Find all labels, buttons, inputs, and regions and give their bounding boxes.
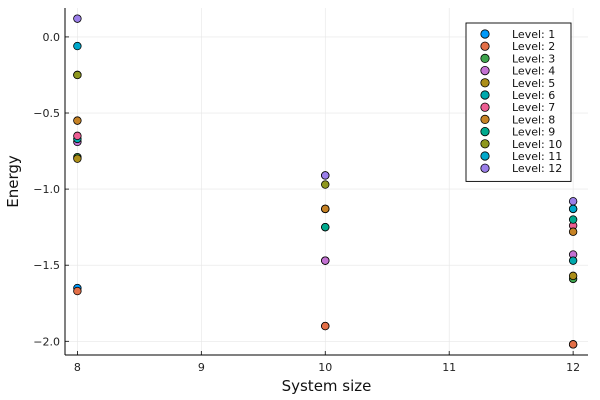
data-point-level-8 <box>568 227 578 236</box>
y-tick-label: −2.0 <box>33 335 60 348</box>
axes <box>64 8 588 356</box>
data-point-level-9 <box>568 215 578 224</box>
data-point-level-5 <box>73 154 82 163</box>
legend-marker <box>480 114 490 125</box>
x-tick-label: 10 <box>318 361 332 374</box>
data-point-level-9 <box>321 222 330 232</box>
data-point-level-5 <box>568 271 578 281</box>
data-point-level-8 <box>321 204 330 214</box>
legend-label: Level: 8 <box>512 113 555 126</box>
data-point-level-12 <box>568 197 578 206</box>
y-axis-label: Energy <box>4 155 22 208</box>
grid <box>65 8 588 355</box>
legend-label: Level: 7 <box>512 101 555 114</box>
legend-label: Level: 5 <box>512 77 555 90</box>
legend-label: Level: 9 <box>512 126 555 139</box>
legend-label: Level: 6 <box>512 89 555 102</box>
data-point-level-7 <box>73 131 82 141</box>
legend-label: Level: 3 <box>512 52 555 65</box>
legend-marker <box>480 41 490 51</box>
data-point-level-11 <box>568 204 578 214</box>
y-tick-label: −1.5 <box>33 259 60 272</box>
data-point-level-12 <box>321 171 330 180</box>
tick-labels: 8 9 10 11 12 0.0 −0.5 −1.0 −1.5 −2.0 <box>33 31 580 374</box>
x-tick-label: 9 <box>198 361 205 374</box>
legend-marker <box>480 151 490 161</box>
data-point-level-2 <box>568 340 578 349</box>
y-tick-label: −0.5 <box>33 107 60 120</box>
x-tick-label: 12 <box>566 361 580 374</box>
legend-label: Level: 4 <box>512 65 555 78</box>
data-point-level-10 <box>321 180 330 189</box>
legend-marker <box>480 127 490 137</box>
legend-label: Level: 2 <box>512 40 555 53</box>
legend-marker <box>480 163 490 173</box>
data-point-level-11 <box>73 41 82 51</box>
data-point-level-2 <box>73 286 82 296</box>
legend-marker <box>480 66 490 76</box>
legend-marker <box>480 78 490 88</box>
y-tick-label: 0.0 <box>43 31 61 44</box>
legend-label: Level: 11 <box>512 150 562 163</box>
y-tick-label: −1.0 <box>33 183 60 196</box>
legend-marker <box>480 102 490 112</box>
legend-marker <box>480 90 490 100</box>
data-point-level-8 <box>73 116 82 125</box>
x-tick-label: 8 <box>74 361 81 374</box>
data-point-level-12 <box>73 14 82 23</box>
legend-label: Level: 1 <box>512 28 555 41</box>
data-points <box>73 14 578 349</box>
legend-marker <box>480 29 490 39</box>
data-point-level-2 <box>321 321 330 331</box>
x-axis-label: System size <box>282 377 372 395</box>
data-point-level-6 <box>568 256 578 265</box>
legend-label: Level: 12 <box>512 162 562 175</box>
legend-label: Level: 10 <box>512 138 562 151</box>
data-point-level-4 <box>321 256 330 265</box>
data-point-level-10 <box>73 70 82 80</box>
legend-marker <box>480 53 490 64</box>
x-tick-label: 11 <box>442 361 456 374</box>
legend-marker <box>480 139 490 149</box>
